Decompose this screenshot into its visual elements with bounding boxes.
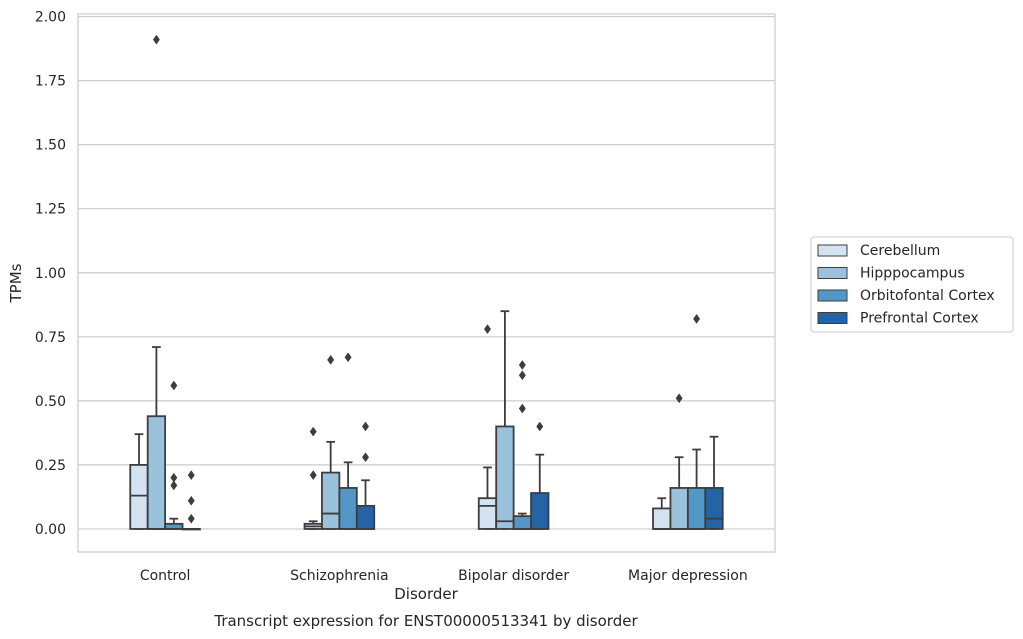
box-body (355, 504, 376, 530)
outlier-point (362, 421, 370, 432)
legend-frame (810, 236, 1014, 333)
y-tick-label: 0.25 (35, 458, 66, 474)
outlier-point (187, 495, 195, 506)
y-tick-label: 0.50 (35, 394, 66, 410)
box (512, 360, 532, 530)
box-body (321, 471, 341, 530)
outlier-point (152, 34, 160, 45)
box-body (686, 487, 707, 530)
x-tick-label: Control (140, 568, 191, 584)
box (146, 34, 167, 530)
y-tick-label: 1.25 (35, 202, 66, 218)
outlier-point (170, 472, 178, 483)
legend-label: Orbitofontal Cortex (860, 288, 995, 304)
box-body (704, 487, 724, 530)
legend-swatch (817, 312, 848, 324)
y-tick-label: 2.00 (35, 10, 66, 26)
box (530, 421, 550, 530)
outlier-point (187, 513, 195, 524)
y-tick-label: 0.75 (35, 330, 66, 346)
outlier-point (187, 470, 195, 481)
outlier-point (693, 313, 701, 324)
box (303, 426, 323, 530)
box-plots (129, 34, 724, 531)
legend-swatch (817, 267, 848, 279)
x-tick-label: Bipolar disorder (458, 568, 569, 584)
box (129, 433, 149, 530)
box (181, 470, 201, 531)
box-body (495, 425, 515, 530)
chart-title: Transcript expression for ENST0000051334… (213, 612, 638, 630)
outlier-point (344, 352, 352, 363)
box (321, 354, 341, 530)
box-body (477, 497, 498, 530)
x-tick-label: Schizophrenia (290, 568, 388, 584)
box (704, 435, 724, 530)
y-tick-label: 1.00 (35, 266, 66, 282)
legend-swatch (817, 244, 848, 257)
outlier-point (327, 354, 335, 365)
box-body (512, 515, 532, 530)
x-tick-labels: Control Schizophrenia Bipolar disorder Majo… (140, 568, 748, 584)
outlier-point (170, 480, 178, 491)
y-tick-labels: 0.00 0.25 0.50 0.75 1.00 1.25 1.50 1.75 2.00 (35, 10, 66, 538)
box-body (129, 463, 149, 530)
box-body (652, 507, 672, 530)
legend: Cerebellum Hipppocampus Orbitofontal Corte… (810, 236, 1014, 333)
grid-lines (78, 15, 775, 530)
box (669, 393, 689, 530)
x-axis-label: Disorder (394, 585, 458, 603)
box (686, 313, 707, 530)
y-axis-label: TPMs (7, 263, 25, 303)
box (164, 380, 184, 530)
box (355, 421, 376, 530)
outlier-point (675, 393, 683, 404)
outlier-point (362, 452, 370, 463)
outlier-point (309, 426, 317, 437)
box (652, 497, 672, 530)
box-body (146, 415, 167, 530)
outlier-point (483, 324, 491, 335)
legend-swatch (817, 289, 848, 302)
plot-area (78, 14, 775, 552)
legend-label: Cerebellum (860, 243, 940, 259)
y-tick-label: 0.00 (35, 522, 66, 538)
y-tick-label: 1.50 (35, 138, 66, 154)
outlier-point (518, 403, 526, 414)
box (495, 310, 515, 530)
box-body (669, 487, 689, 530)
y-tick-label: 1.75 (35, 74, 66, 90)
outlier-point (309, 470, 317, 481)
box-body (530, 492, 550, 530)
outlier-point (536, 421, 544, 432)
x-tick-label: Major depression (628, 568, 748, 584)
outlier-point (518, 370, 526, 381)
outlier-point (518, 360, 526, 370)
outlier-point (170, 380, 178, 391)
plot-frame (77, 13, 776, 553)
legend-label: Prefrontal Cortex (860, 311, 979, 327)
box-body (338, 487, 358, 530)
legend-label: Hipppocampus (860, 266, 965, 282)
